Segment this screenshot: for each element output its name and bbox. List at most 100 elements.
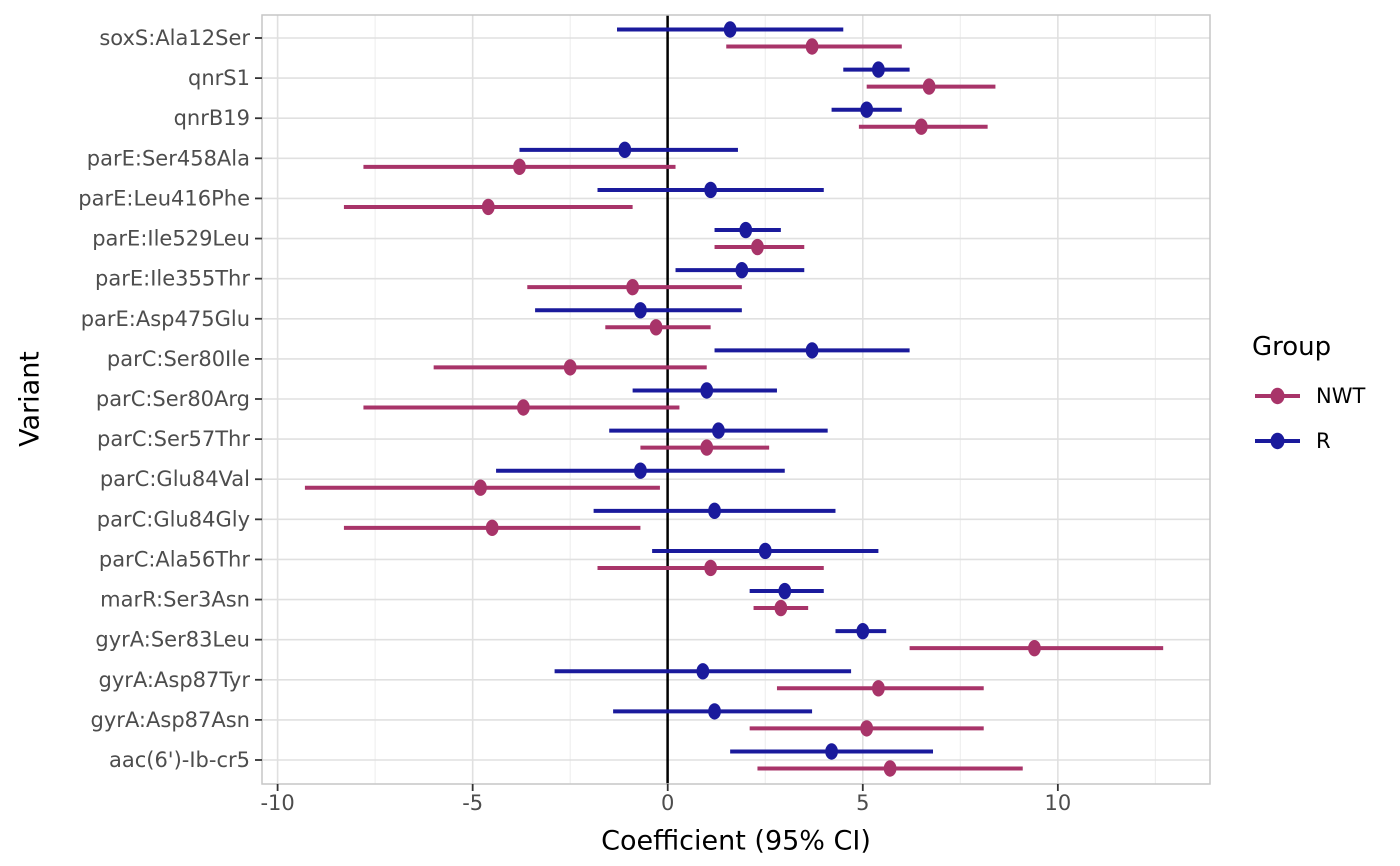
ci-row-r (714, 221, 781, 239)
point-estimate-dot (751, 238, 764, 256)
y-category-label: parE:Asp475Glu (81, 307, 250, 331)
point-estimate-dot (700, 382, 714, 399)
legend-entry-r: R (1255, 429, 1331, 453)
ci-row-r (749, 582, 824, 600)
ci-row-nwt (343, 198, 633, 216)
point-estimate-dot (739, 221, 753, 239)
legend-key-dot-nwt (1270, 387, 1285, 405)
ci-row-nwt (757, 760, 1023, 777)
y-category-label: qnrS1 (188, 66, 250, 90)
ci-row-r (609, 422, 828, 439)
point-estimate-dot (805, 38, 819, 55)
x-axis-labels: -10 -5 0 5 10 (260, 791, 1071, 815)
ci-row-nwt (527, 278, 742, 296)
y-category-label: soxS:Ala12Ser (99, 26, 250, 50)
ci-row-r (593, 502, 836, 520)
y-category-label: parE:Ile529Leu (92, 227, 250, 251)
legend-entry-nwt: NWT (1255, 384, 1365, 408)
ci-row-r (496, 462, 785, 479)
horizontal-gridlines (262, 37, 1210, 761)
ci-row-r (652, 542, 879, 560)
point-estimate-dot (626, 278, 640, 296)
point-estimate-dot (1028, 639, 1041, 657)
y-category-label: gyrA:Asp87Tyr (99, 668, 251, 692)
ci-row-r (835, 622, 887, 640)
x-tick-label: -5 (462, 791, 483, 815)
ci-row-r (714, 342, 910, 359)
point-estimate-dot (563, 359, 577, 376)
ci-row-nwt (866, 78, 996, 95)
y-category-label: aac(6')-Ib-cr5 (109, 748, 250, 772)
point-estimate-dot (860, 101, 874, 118)
y-category-label: parC:Ser80Ile (107, 347, 250, 371)
point-estimate-dot (774, 599, 788, 617)
point-estimate-dot (516, 399, 530, 416)
y-category-label: parE:Ile355Thr (95, 267, 250, 291)
ci-row-nwt (597, 559, 824, 577)
point-estimate-dot (871, 61, 885, 78)
point-estimate-dot (883, 760, 897, 777)
point-estimate-dot (856, 622, 870, 640)
y-category-label: parC:Ser57Thr (97, 427, 250, 451)
point-estimate-dot (634, 462, 647, 479)
x-tick-label: -10 (260, 791, 294, 815)
ci-row-r (519, 141, 738, 159)
ci-row-nwt (363, 399, 680, 416)
y-category-label: parC:Glu84Gly (97, 507, 250, 531)
point-estimate-dot (735, 261, 749, 279)
x-tick-label: 10 (1044, 791, 1071, 815)
y-category-label: parE:Ser458Ala (87, 146, 250, 170)
ci-rows (304, 21, 1164, 777)
ci-row-r (613, 703, 813, 720)
ci-row-r (535, 302, 742, 319)
ci-row-nwt (640, 439, 770, 456)
ci-row-r (843, 61, 910, 78)
point-estimate-dot (914, 118, 928, 135)
point-estimate-dot (481, 198, 495, 216)
tick-marks (255, 37, 1059, 791)
x-tick-label: 0 (661, 791, 674, 815)
legend: Group NWT R (1252, 332, 1365, 453)
point-estimate-dot (778, 582, 792, 600)
ci-row-nwt (304, 479, 660, 496)
point-estimate-dot (805, 342, 819, 359)
point-estimate-dot (634, 302, 647, 319)
legend-key-dot-r (1270, 432, 1285, 450)
ci-row-r (730, 743, 934, 760)
point-estimate-dot (618, 141, 632, 159)
y-axis-labels: soxS:Ala12Ser qnrS1 qnrB19 parE:Ser458Ala pa… (78, 26, 250, 772)
point-estimate-dot (708, 502, 721, 520)
point-estimate-dot (723, 21, 737, 38)
y-category-label: qnrB19 (174, 106, 250, 130)
point-estimate-dot (696, 663, 710, 680)
ci-row-r (831, 101, 902, 118)
ci-row-nwt (363, 158, 676, 176)
point-estimate-dot (704, 559, 718, 577)
y-category-label: parE:Leu416Phe (78, 186, 250, 210)
x-tick-label: 5 (856, 791, 869, 815)
point-estimate-dot (871, 680, 885, 697)
ci-row-r (617, 21, 844, 38)
point-estimate-dot (922, 78, 936, 95)
legend-title: Group (1252, 332, 1331, 362)
ci-row-nwt (753, 599, 809, 617)
ci-row-nwt (714, 238, 805, 256)
ci-row-r (554, 663, 852, 680)
point-estimate-dot (700, 439, 714, 456)
y-axis-title: Variant (15, 351, 46, 447)
point-estimate-dot (485, 519, 499, 537)
y-category-label: parC:Ser80Arg (96, 387, 250, 411)
ci-row-nwt (433, 359, 707, 376)
ci-row-nwt (343, 519, 641, 537)
ci-row-nwt (776, 680, 984, 697)
point-estimate-dot (474, 479, 487, 496)
point-estimate-dot (649, 319, 663, 336)
ci-row-r (632, 382, 777, 399)
x-axis-title: Coefficient (95% CI) (601, 826, 871, 857)
y-category-label: gyrA:Asp87Asn (91, 708, 250, 732)
ci-row-nwt (749, 720, 984, 737)
y-category-label: marR:Ser3Asn (100, 588, 250, 612)
ci-row-r (675, 261, 805, 279)
